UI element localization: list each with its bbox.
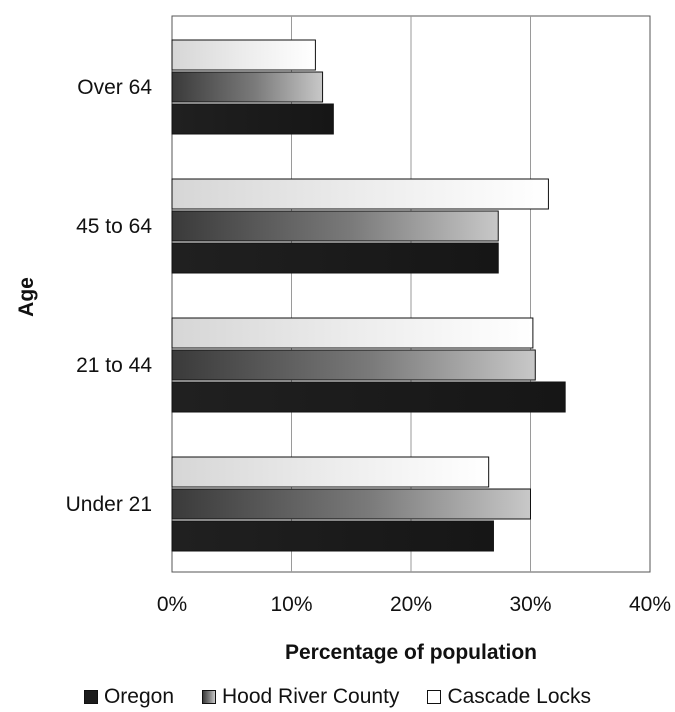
legend-item-hood-river-county: Hood River County — [202, 684, 399, 710]
bar-cascade-locks-over-64 — [171, 39, 316, 71]
bar-hood-river-county-under-21 — [171, 488, 531, 520]
x-tick-label-3: 30% — [509, 593, 551, 616]
legend-item-oregon: Oregon — [83, 684, 175, 710]
legend-swatch-oregon — [83, 690, 98, 704]
x-tick-labels: 0% 10% 20% 30% 40% — [157, 593, 671, 616]
bar-hood-river-county-over-64 — [171, 71, 324, 103]
legend-swatch-hood-river-county — [202, 690, 217, 704]
x-axis-title: Percentage of population — [285, 641, 537, 664]
bars — [171, 39, 566, 552]
x-tick-label-4: 40% — [629, 593, 671, 616]
legend-swatch-cascade-locks — [427, 690, 442, 704]
x-tick-label-0: 0% — [157, 593, 187, 616]
bar-cascade-locks-45-to-64 — [171, 178, 549, 210]
legend-label-hood-river-county: Hood River County — [222, 685, 400, 708]
bar-hood-river-county-21-to-44 — [171, 349, 536, 381]
legend-label-cascade-locks: Cascade Locks — [447, 685, 592, 708]
bar-cascade-locks-under-21 — [171, 456, 490, 488]
y-tick-label-45-to-64: 45 to 64 — [76, 215, 152, 238]
x-tick-label-1: 10% — [270, 593, 312, 616]
legend-item-cascade-locks: Cascade Locks — [427, 684, 591, 710]
y-tick-label-under-21: Under 21 — [66, 493, 152, 516]
bar-oregon-under-21 — [171, 520, 494, 552]
y-axis-title: Age — [15, 277, 38, 317]
y-tick-label-21-to-44: 21 to 44 — [76, 354, 152, 377]
bar-oregon-21-to-44 — [171, 381, 566, 413]
y-tick-label-over-64: Over 64 — [77, 76, 152, 99]
bar-oregon-45-to-64 — [171, 242, 499, 274]
bar-cascade-locks-21-to-44 — [171, 317, 534, 349]
y-tick-labels: Over 64 45 to 64 21 to 44 Under 21 — [66, 76, 153, 516]
legend: Oregon Hood River County Cascade Locks — [0, 684, 675, 710]
bar-oregon-over-64 — [171, 103, 334, 135]
bar-hood-river-county-45-to-64 — [171, 210, 499, 242]
legend-label-oregon: Oregon — [103, 685, 175, 708]
x-tick-label-2: 20% — [390, 593, 432, 616]
